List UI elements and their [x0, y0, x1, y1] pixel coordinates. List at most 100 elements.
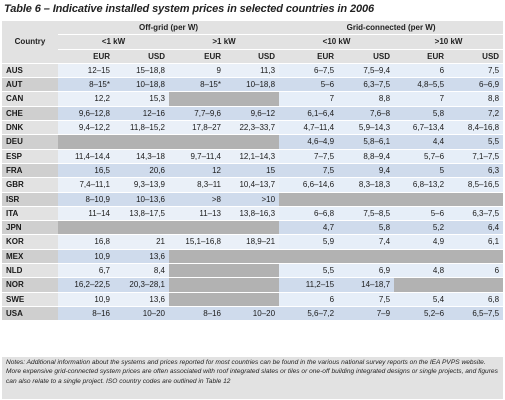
price-cell [114, 221, 169, 235]
price-cell: 4,6–4,9 [279, 135, 339, 149]
price-cell: 20,3–28,1 [114, 278, 169, 292]
price-cell: 8,3–18,3 [338, 178, 395, 192]
price-cell: 6,1 [448, 235, 504, 249]
price-cell: 9,7–11,4 [169, 149, 225, 163]
price-cell [169, 92, 225, 106]
table-row: NLD 6,7 8,4 5,5 6,9 4,8 6 [2, 264, 504, 278]
price-cell [394, 192, 449, 206]
price-cell: 10–13,6 [114, 192, 169, 206]
table-row: NOR 16,2–22,5 20,3–28,1 11,2–15 14–18,7 [2, 278, 504, 292]
price-cell: 10–20 [114, 306, 169, 321]
price-cell: 4,9 [394, 235, 449, 249]
price-cell: 6,1–6,4 [279, 106, 339, 121]
price-cell: 12–16 [114, 106, 169, 121]
price-cell: 20,6 [114, 163, 169, 178]
price-cell: 4,7–11,4 [279, 121, 339, 135]
price-cell: 6,3–7,5 [448, 206, 504, 221]
price-cell: 12–15 [58, 63, 114, 78]
currency-header: EUR [93, 51, 110, 61]
price-cell: 5,8–6,1 [338, 135, 395, 149]
country-code: DEU [2, 135, 58, 149]
country-code: CAN [2, 92, 58, 106]
table-row: DEU 4,6–4,9 5,8–6,1 4,4 5,5 [2, 135, 504, 149]
price-cell: 8–16 [169, 306, 225, 321]
price-cell: 8,5–16,5 [448, 178, 504, 192]
table-body: AUS 12–15 15–18,8 9 11,3 6–7,5 7,5–9,4 6 7,5 AUT 8… [2, 63, 504, 321]
price-cell: 5,6–7,2 [279, 306, 339, 321]
price-cell: 16,8 [58, 235, 114, 249]
table-title: Table 6 – Indicative installed system pr… [4, 3, 375, 15]
price-cell: 12,1–14,3 [225, 149, 280, 163]
price-cell: 5,9–14,3 [338, 121, 395, 135]
price-cell: 7,7–9,6 [169, 106, 225, 121]
price-cell: >10 [225, 192, 280, 206]
currency-header: EUR [427, 51, 445, 61]
country-code: SWE [2, 292, 58, 306]
price-cell: 15,3 [114, 92, 169, 106]
price-cell: 5,7–6 [394, 149, 449, 163]
table-row: DNK 9,4–12,2 11,8–15,2 17,8–27 22,3–33,7 4,7–… [2, 121, 504, 135]
currency-header: USD [482, 51, 500, 61]
price-cell: 18,9–21 [225, 235, 280, 249]
price-cell: 13,8–17,5 [114, 206, 169, 221]
price-cell: 8,4 [114, 264, 169, 278]
price-cell: 6–7,5 [279, 63, 339, 78]
lt1kw-header: <1 kW [101, 37, 126, 47]
price-cell: 7,2 [448, 106, 504, 121]
price-cell: 7,5 [279, 163, 339, 178]
country-code: NLD [2, 264, 58, 278]
notes-line: More expensive grid-connected system pri… [6, 368, 498, 385]
price-cell [394, 249, 449, 264]
price-cell: 10–18,8 [114, 78, 169, 92]
price-cell: 5,2–6 [394, 306, 449, 321]
price-cell: 5,9 [279, 235, 339, 249]
price-cell [169, 221, 225, 235]
price-cell: 4,8–5,5 [394, 78, 449, 92]
price-cell: 6,3 [448, 163, 504, 178]
table-row: CAN 12,2 15,3 7 8,8 7 8,8 [2, 92, 504, 106]
table-row: SWE 10,9 13,6 6 7,5 5,4 6,8 [2, 292, 504, 306]
price-cell: 5,8 [338, 221, 395, 235]
table-row: KOR 16,8 21 15,1–16,8 18,9–21 5,9 7,4 4,9 6,1 [2, 235, 504, 249]
country-code: KOR [2, 235, 58, 249]
price-cell: 9,4 [338, 163, 395, 178]
price-cell: 7–9 [338, 306, 395, 321]
price-cell: 6 [448, 264, 504, 278]
price-cell: 22,3–33,7 [225, 121, 280, 135]
table-row: ITA 11–14 13,8–17,5 11–13 13,8–16,3 6–6,8 7,5–… [2, 206, 504, 221]
price-cell [225, 92, 280, 106]
price-cell: 15,1–16,8 [169, 235, 225, 249]
price-cell [448, 278, 504, 292]
price-cell: 15–18,8 [114, 63, 169, 78]
price-cell: 16,5 [58, 163, 114, 178]
country-code: AUS [2, 63, 58, 78]
price-cell [169, 278, 225, 292]
table-row: MEX 10,9 13,6 [2, 249, 504, 264]
price-cell: 9 [169, 63, 225, 78]
country-code: ISR [2, 192, 58, 206]
price-cell: 12 [169, 163, 225, 178]
price-cell: 10–18,8 [225, 78, 280, 92]
price-cell [169, 264, 225, 278]
price-cell: 6–6,8 [279, 206, 339, 221]
price-cell: 7,5 [338, 292, 395, 306]
price-cell [58, 221, 114, 235]
price-cell: 5,8 [394, 106, 449, 121]
table-row: FRA 16,5 20,6 12 15 7,5 9,4 5 6,3 [2, 163, 504, 178]
country-code: NOR [2, 278, 58, 292]
price-cell: 8,3–11 [169, 178, 225, 192]
table-row: JPN 4,7 5,8 5,2 6,4 [2, 221, 504, 235]
price-cell [394, 278, 449, 292]
price-cell: 8,8 [338, 92, 395, 106]
table-notes: Notes: Additional information about the … [2, 357, 503, 399]
price-cell: 6,5–7,5 [448, 306, 504, 321]
price-cell: 9,4–12,2 [58, 121, 114, 135]
country-code: ESP [2, 149, 58, 163]
price-cell: 8–15* [58, 78, 114, 92]
price-cell [114, 135, 169, 149]
country-code: DNK [2, 121, 58, 135]
price-cell: 11,2–15 [279, 278, 339, 292]
price-cell: 5,4 [394, 292, 449, 306]
price-cell: 4,8 [394, 264, 449, 278]
table-row: GBR 7,4–11,1 9,3–13,9 8,3–11 10,4–13,7 6,6–14… [2, 178, 504, 192]
